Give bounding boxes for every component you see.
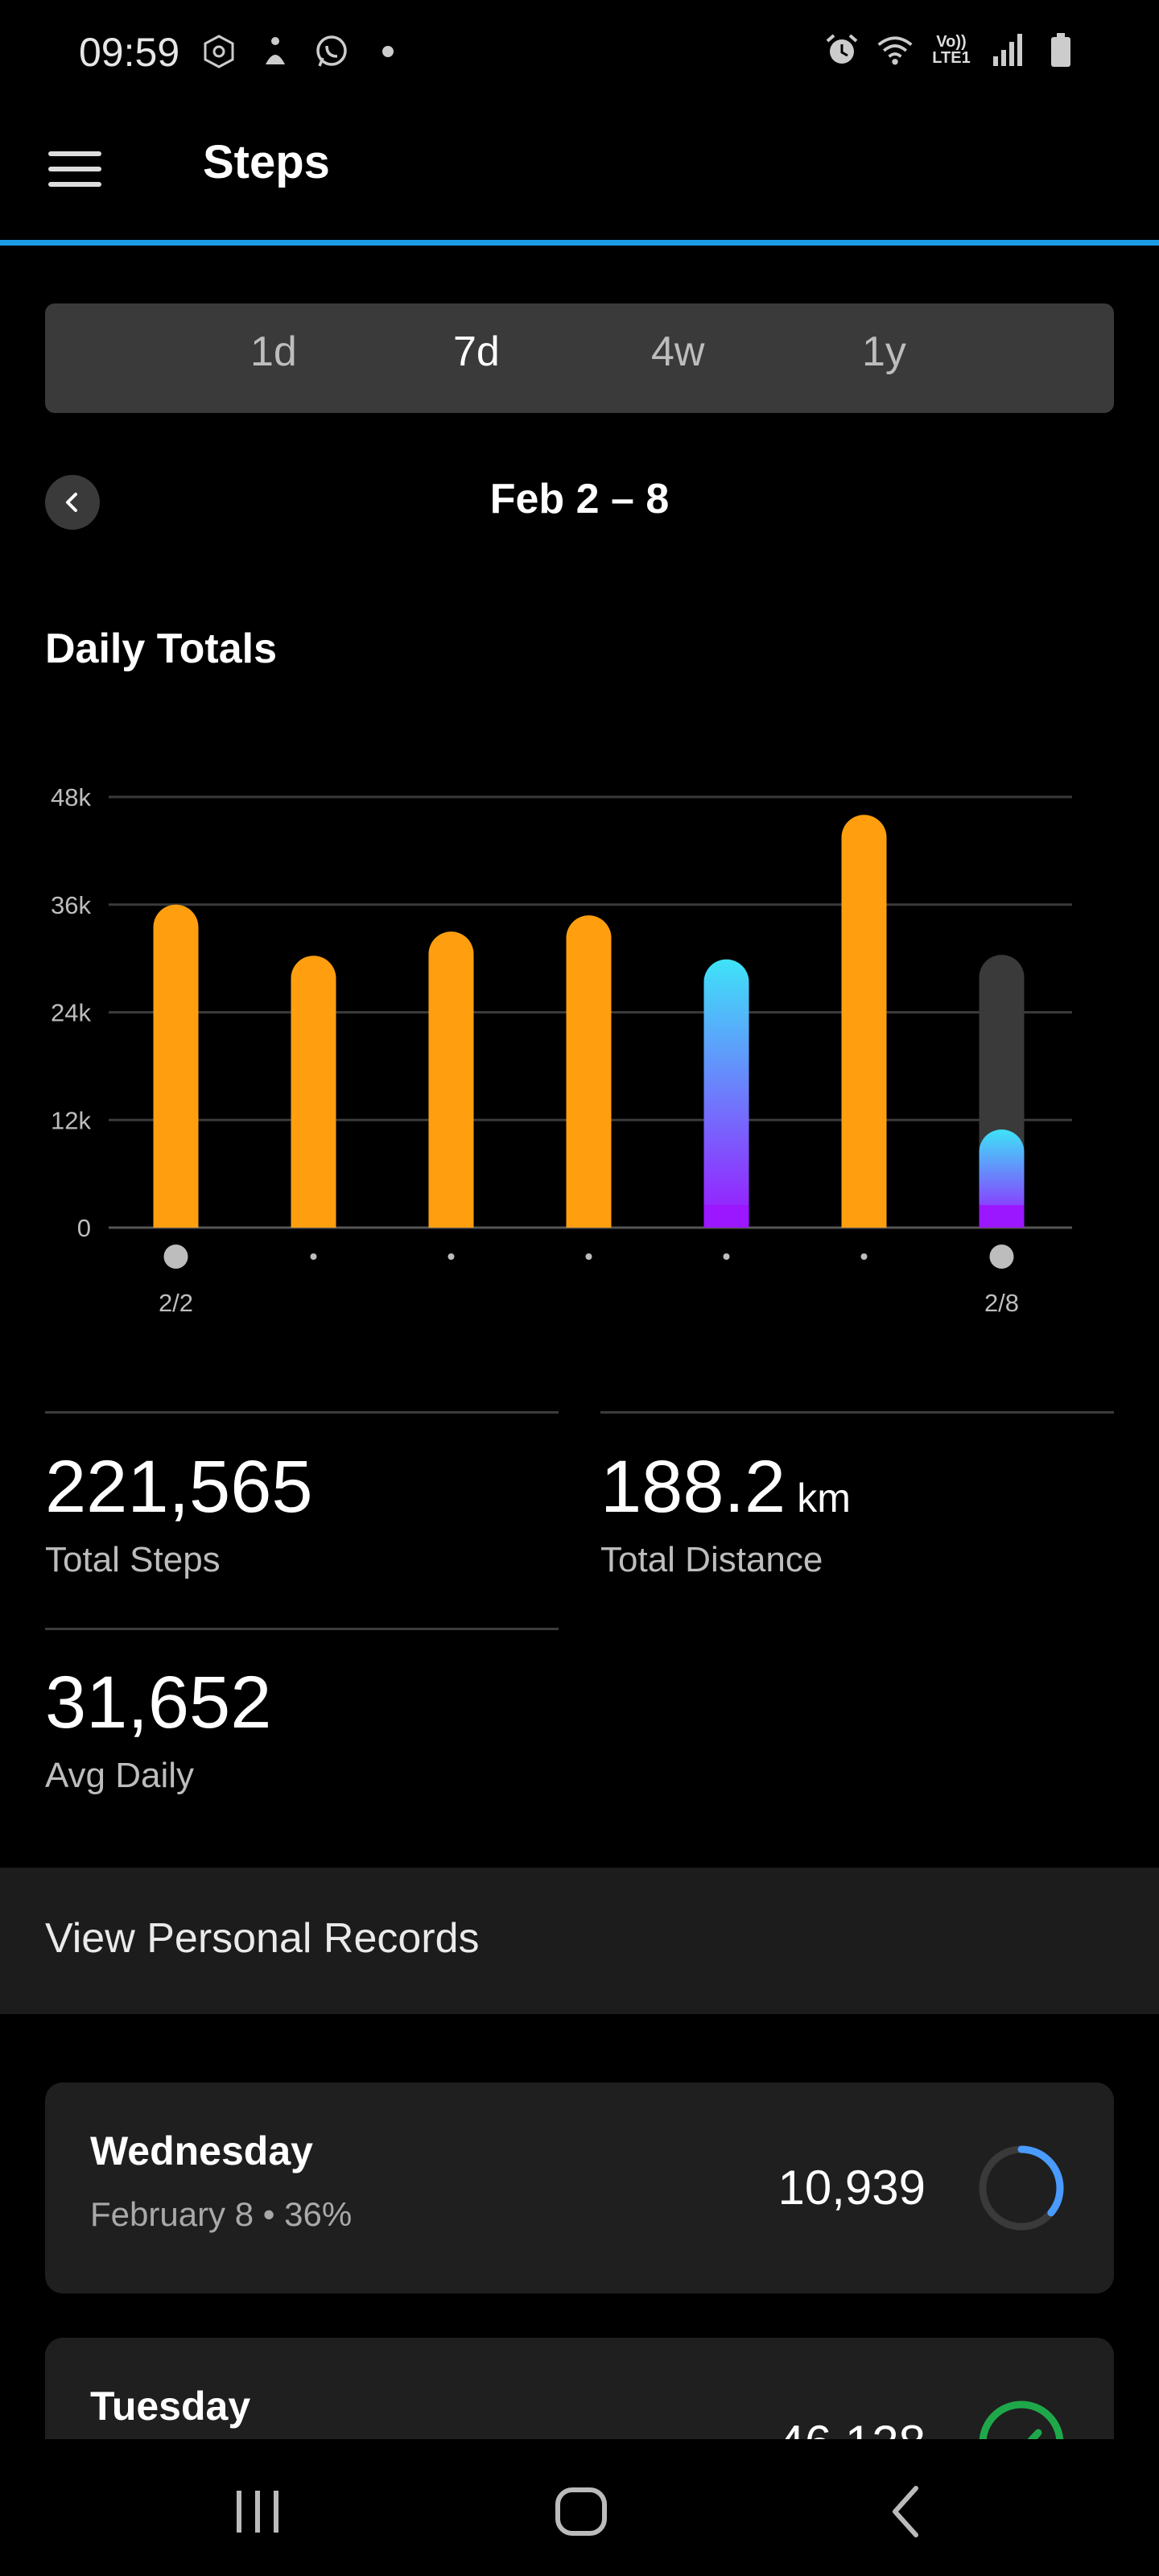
x-tick-dot	[860, 1253, 868, 1260]
bar-base	[979, 1205, 1025, 1228]
recent-apps-icon[interactable]	[221, 2479, 294, 2544]
bar-2/3[interactable]	[291, 956, 336, 1228]
day-name: Wednesday	[90, 2128, 313, 2174]
y-tick-label: 24k	[51, 999, 91, 1027]
status-time: 09:59	[79, 30, 180, 75]
x-tick-dot	[723, 1253, 730, 1260]
bar-2/8[interactable]	[979, 1129, 1025, 1228]
daily-totals-chart: 0 12k 24k 36k 48k 2/2 2/8	[0, 757, 1159, 1336]
total-distance-value: 188.2 km	[600, 1445, 851, 1530]
stat-divider	[45, 1628, 559, 1630]
tab-1d[interactable]: 1d	[250, 328, 297, 375]
x-tick-dot	[989, 1245, 1014, 1269]
stat-divider	[45, 1411, 559, 1414]
bar-base	[153, 1205, 199, 1228]
y-tick-label: 48k	[51, 783, 91, 811]
view-personal-records-button[interactable]: View Personal Records	[0, 1868, 1159, 2014]
page-title: Steps	[203, 136, 330, 188]
bar-base	[566, 1205, 612, 1228]
previous-range-button[interactable]	[45, 475, 100, 530]
x-tick-dot	[163, 1245, 188, 1269]
status-right-icons: Vo)) LTE1	[823, 31, 1080, 69]
header-accent-line	[0, 240, 1159, 246]
stat-divider	[600, 1411, 1114, 1414]
x-tick-dot	[585, 1253, 592, 1260]
status-bar: 09:59 Vo)) LTE1	[0, 0, 1159, 105]
wifi-icon	[876, 31, 914, 69]
figure-app-icon	[256, 32, 295, 71]
signal-icon	[988, 31, 1027, 69]
chevron-left-icon	[66, 493, 77, 512]
whatsapp-icon	[312, 32, 351, 71]
bar-base	[428, 1205, 474, 1228]
day-card[interactable]: Wednesday February 8 • 36% 10,939	[45, 2083, 1114, 2293]
total-steps-value: 221,565	[45, 1446, 313, 1528]
section-title-daily-totals: Daily Totals	[45, 625, 278, 672]
bar-2/6[interactable]	[703, 959, 749, 1228]
y-tick-label: 0	[77, 1214, 91, 1242]
day-name: Tuesday	[90, 2384, 251, 2429]
back-icon[interactable]	[869, 2479, 942, 2544]
avg-daily-value: 31,652	[45, 1662, 272, 1744]
distance-unit: km	[797, 1476, 851, 1521]
x-tick-label: 2/2	[159, 1289, 193, 1317]
day-steps: 10,939	[777, 2161, 926, 2215]
tab-7d[interactable]: 7d	[453, 328, 500, 375]
x-tick-dot	[310, 1253, 317, 1260]
avg-daily-label: Avg Daily	[45, 1756, 195, 1795]
alarm-icon	[823, 31, 861, 69]
y-tick-label: 12k	[51, 1106, 91, 1134]
bar-2/4[interactable]	[428, 931, 474, 1228]
x-tick-dot	[448, 1253, 455, 1260]
range-selector: 1d 7d 4w 1y	[45, 303, 1114, 413]
battery-icon	[1041, 31, 1080, 69]
bar-base	[291, 1205, 336, 1228]
date-range-label: Feb 2 – 8	[489, 476, 670, 522]
tab-1y[interactable]: 1y	[862, 328, 906, 375]
tab-4w[interactable]: 4w	[651, 328, 705, 375]
y-tick-label: 36k	[51, 891, 91, 919]
hamburger-menu-icon[interactable]	[48, 137, 113, 201]
home-icon[interactable]	[545, 2479, 617, 2544]
total-distance-number: 188.2	[600, 1446, 786, 1528]
status-left-icons	[200, 32, 407, 71]
progress-ring-icon	[979, 2145, 1064, 2231]
system-nav-bar	[0, 2439, 1159, 2576]
day-subtitle: February 8 • 36%	[90, 2195, 353, 2233]
dot-icon	[369, 32, 407, 71]
bar-base	[703, 1205, 749, 1228]
bar-2/2[interactable]	[153, 904, 199, 1228]
x-tick-label: 2/8	[984, 1289, 1019, 1317]
bar-base	[841, 1205, 887, 1228]
bar-2/5[interactable]	[566, 915, 612, 1228]
personal-records-label: View Personal Records	[45, 1915, 480, 1962]
hexagon-app-icon	[200, 32, 238, 71]
volte-lte-icon: Vo)) LTE1	[932, 33, 971, 67]
app-bar: Steps	[0, 105, 1159, 242]
total-distance-label: Total Distance	[600, 1540, 823, 1579]
bar-chart: 0 12k 24k 36k 48k 2/2 2/8	[51, 783, 1072, 1317]
bar-2/7[interactable]	[841, 815, 887, 1228]
total-steps-label: Total Steps	[45, 1540, 221, 1579]
